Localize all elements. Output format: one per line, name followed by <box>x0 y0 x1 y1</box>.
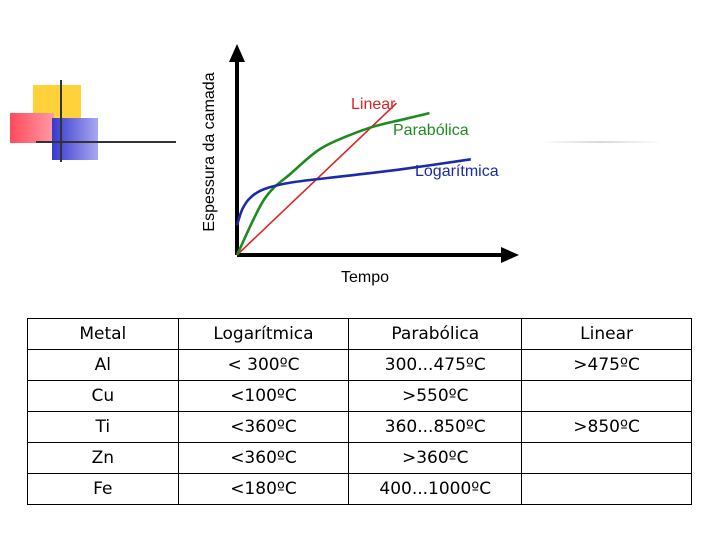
cell-metal: Ti <box>27 411 179 443</box>
decor-blue-square <box>52 118 98 160</box>
cell-metal: Cu <box>27 380 179 412</box>
decor-vertical-line <box>60 80 62 162</box>
cell-logaritmica: <360ºC <box>177 411 350 443</box>
series-line-parabolica <box>235 111 430 256</box>
cell-logaritmica: <100ºC <box>177 380 350 412</box>
cell-parabolica: >360ºC <box>348 442 523 474</box>
series-line-logaritmica <box>235 158 471 226</box>
cell-metal: Zn <box>27 442 179 474</box>
cell-logaritmica: <180ºC <box>177 473 350 505</box>
cell-linear: >475ºC <box>521 349 692 381</box>
cell-linear <box>521 442 692 474</box>
cell-metal: Al <box>27 349 179 381</box>
cell-linear: >850ºC <box>521 411 692 443</box>
cell-parabolica: >550ºC <box>348 380 523 412</box>
header-logaritmica: Logarítmica <box>177 318 350 350</box>
oxidation-growth-chart: Espessura da camada Tempo Linear Paraból… <box>201 44 519 286</box>
cell-linear <box>521 473 692 505</box>
legend-label-linear: Linear <box>351 96 396 113</box>
y-axis-label: Espessura da camada <box>201 72 218 231</box>
decor-red-square <box>10 113 54 143</box>
cell-logaritmica: < 300ºC <box>177 349 350 381</box>
header-linear: Linear <box>521 318 692 350</box>
cell-linear <box>521 380 692 412</box>
cell-metal: Fe <box>27 473 179 505</box>
table-row: Cu <100ºC >550ºC <box>27 380 692 412</box>
cell-parabolica: 400...1000ºC <box>348 473 523 505</box>
table-row: Zn <360ºC >360ºC <box>27 442 692 474</box>
series-layer <box>235 102 471 256</box>
chart-axes <box>229 44 519 263</box>
table-row: Al < 300ºC 300...475ºC >475ºC <box>27 349 692 381</box>
table-row: Fe <180ºC 400...1000ºC <box>27 473 692 505</box>
table-header-row: Metal Logarítmica Parabólica Linear <box>27 318 692 350</box>
cell-parabolica: 300...475ºC <box>348 349 523 381</box>
y-axis-arrow <box>229 44 245 62</box>
legend-label-parabolica: Parabólica <box>393 122 469 139</box>
header-metal: Metal <box>27 318 179 350</box>
x-axis-label: Tempo <box>341 269 389 286</box>
cell-parabolica: 360...850ºC <box>348 411 523 443</box>
header-parabolica: Parabólica <box>348 318 523 350</box>
decor-horizontal-line <box>36 141 176 143</box>
table-row: Ti <360ºC 360...850ºC >850ºC <box>27 411 692 443</box>
x-axis-arrow <box>501 247 519 263</box>
cell-logaritmica: <360ºC <box>177 442 350 474</box>
oxidation-law-table: Metal Logarítmica Parabólica Linear Al <… <box>27 318 692 505</box>
legend-label-logaritmica: Logarítmica <box>415 163 499 180</box>
decor-right-line <box>540 141 662 143</box>
